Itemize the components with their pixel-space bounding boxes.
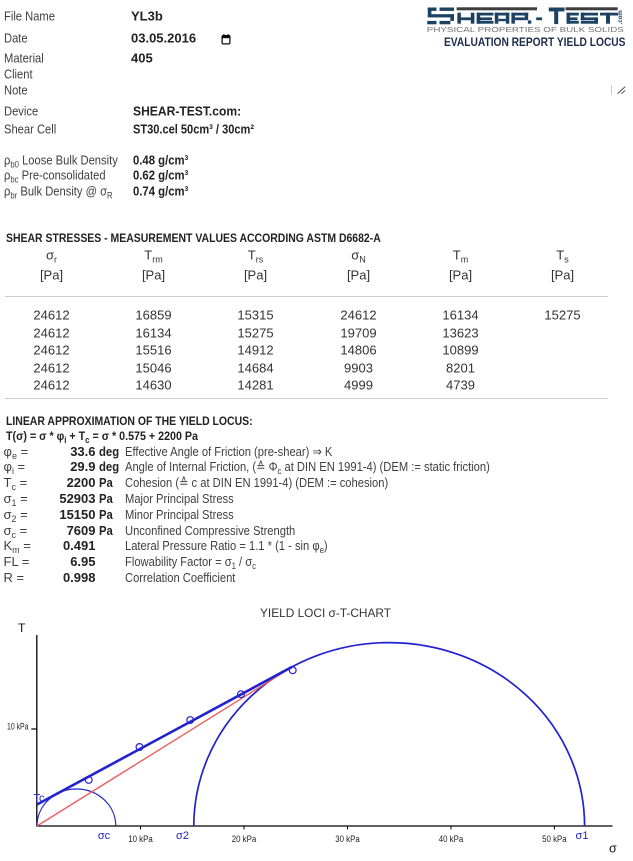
svg-text:50 kPa: 50 kPa — [542, 834, 567, 844]
svg-text:σc: σc — [98, 830, 111, 842]
svg-text:PHYSICAL PROPERTIES OF BULK SO: PHYSICAL PROPERTIES OF BULK SOLIDS — [427, 25, 624, 34]
svg-text:.com: .com — [618, 10, 624, 24]
svg-text:YIELD LOCI σ-T-CHART: YIELD LOCI σ-T-CHART — [260, 606, 392, 620]
svg-text:EVALUATION REPORT YIELD LOCUS: EVALUATION REPORT YIELD LOCUS — [444, 35, 626, 49]
svg-text:10 kPa: 10 kPa — [7, 722, 29, 732]
svg-text:20 kPa: 20 kPa — [232, 834, 257, 844]
svg-text:40 kPa: 40 kPa — [439, 834, 464, 844]
svg-text:σ2: σ2 — [176, 830, 189, 842]
svg-text:Tc: Tc — [34, 793, 46, 805]
svg-text:10 kPa: 10 kPa — [128, 834, 153, 844]
svg-text:30 kPa: 30 kPa — [335, 834, 360, 844]
svg-text:σ1: σ1 — [576, 830, 589, 842]
svg-text:T: T — [18, 621, 26, 635]
svg-text:σ: σ — [609, 842, 617, 856]
